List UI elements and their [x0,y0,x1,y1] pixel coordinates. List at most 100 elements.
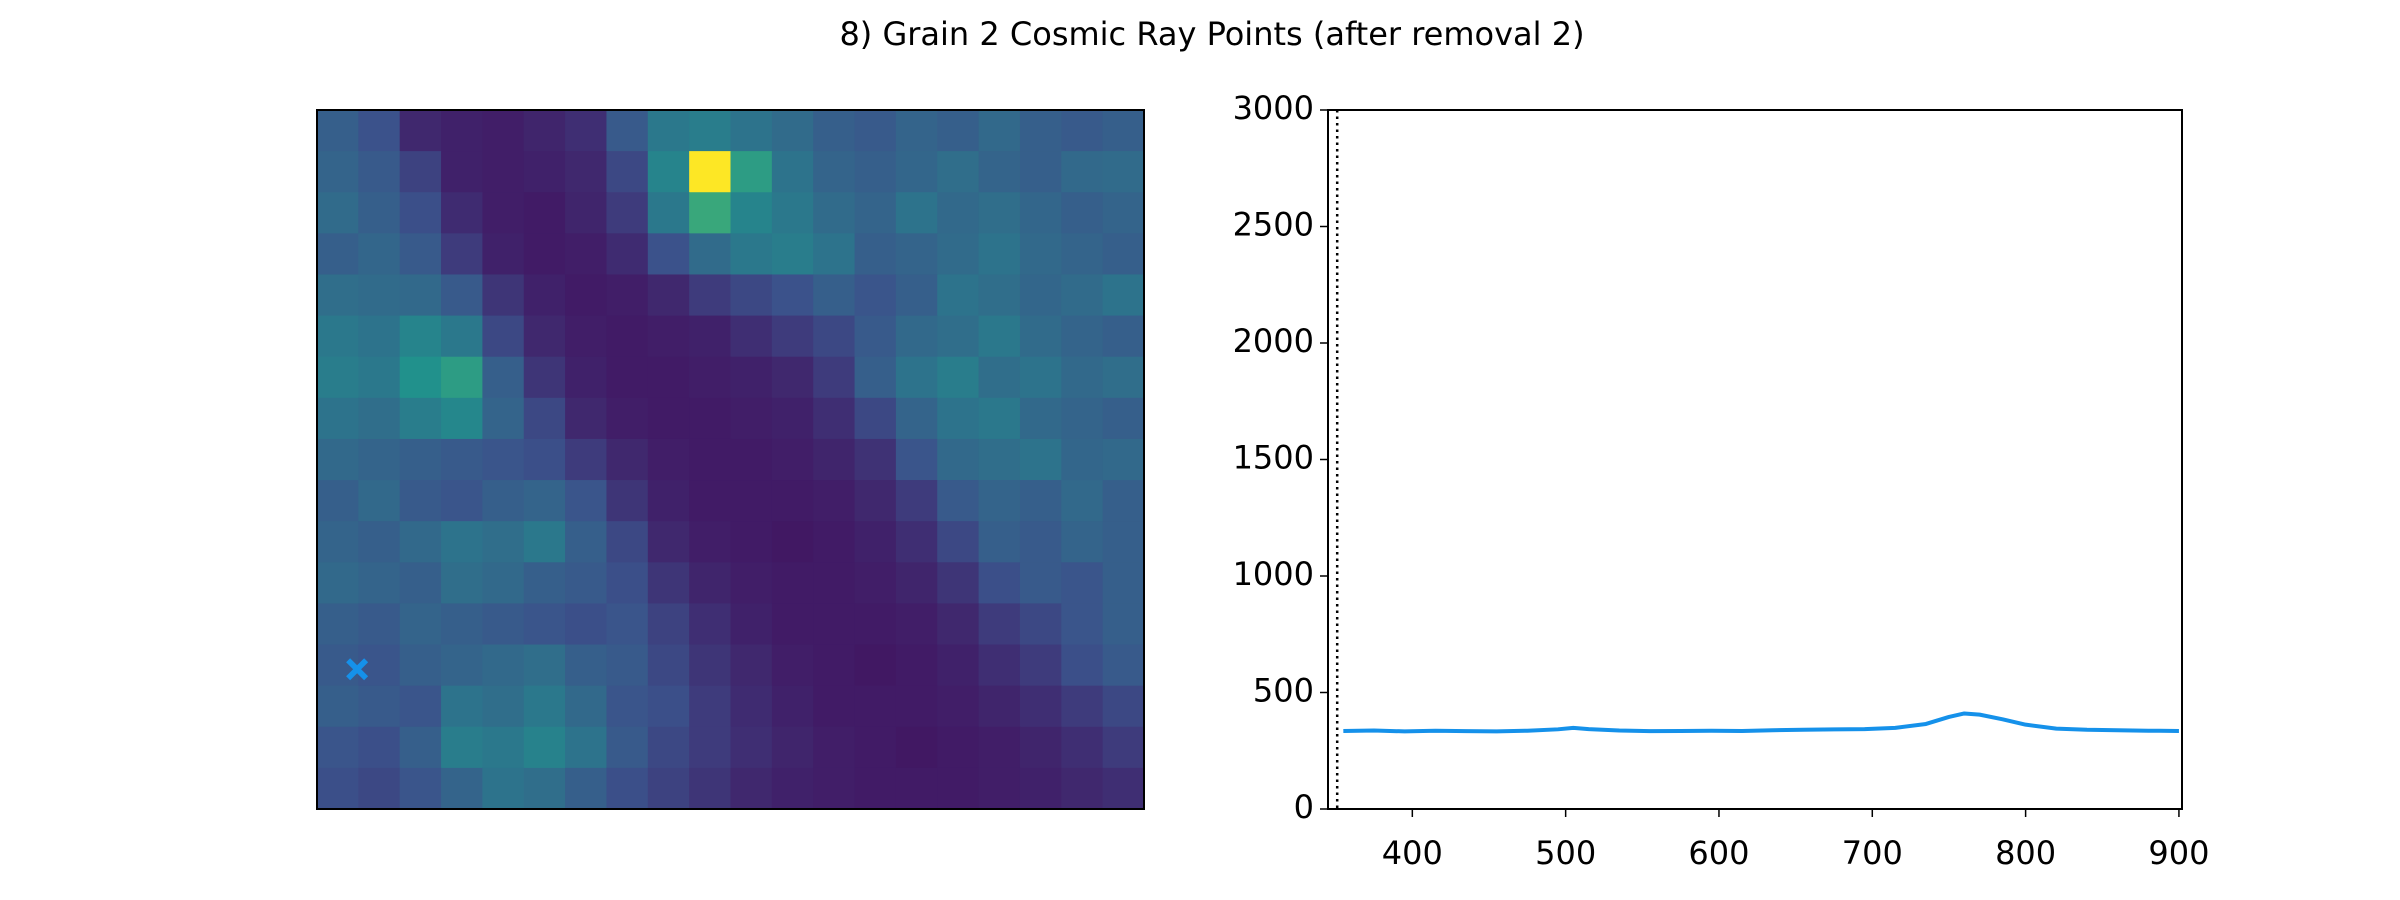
heat-cell [895,521,938,563]
heat-cell [606,726,649,769]
heat-cell [1061,233,1104,276]
heat-cell [441,726,483,769]
heatmap [316,109,1145,810]
heat-cell [565,644,608,687]
heat-cell [937,685,980,728]
heat-cell [771,644,814,687]
heat-cell [771,438,814,481]
heat-cell [317,685,359,728]
heat-cell [813,274,856,317]
heat-cell [771,397,814,440]
heat-cell [771,603,814,646]
heat-cell [647,356,690,399]
heat-cell [441,315,483,358]
heat-cell [1061,110,1104,152]
heat-cell [895,397,938,440]
heat-cell [482,274,525,317]
heat-cell [358,562,401,605]
heat-cell [482,644,525,687]
heat-cell [565,562,608,605]
series-line [1343,711,2179,734]
heat-cell [854,438,897,481]
heat-cell [937,438,980,481]
heat-cell [854,480,897,522]
heat-cell [482,192,525,234]
heat-cell [813,562,856,605]
heat-cell [854,521,897,563]
heat-cell [771,110,814,152]
heat-cell [606,274,649,317]
heat-cell [523,356,566,399]
heat-cell [565,726,608,769]
heat-cell [358,192,401,234]
heat-cell [1102,438,1145,481]
heat-cell [358,151,401,193]
heat-cell [771,767,814,810]
heat-cell [1019,480,1062,522]
heat-cell [1019,110,1062,152]
heat-cell [771,233,814,276]
heat-cell [937,315,980,358]
heat-cell [647,562,690,605]
heat-cell [1019,562,1062,605]
heat-cell [317,603,359,646]
heat-cell [937,562,980,605]
heat-cell [565,521,608,563]
heat-cell [399,356,442,399]
heat-cell [689,685,732,728]
heat-cell [689,603,732,646]
heat-cell [813,192,856,234]
heat-cell [854,151,897,193]
heat-cell [937,603,980,646]
heat-cell [482,233,525,276]
heat-cell [606,192,649,234]
heat-cell [813,521,856,563]
heat-cell [937,521,980,563]
heat-cell [895,110,938,152]
heat-cell [813,397,856,440]
heat-cell [689,767,732,810]
heat-cell [1019,644,1062,687]
y-tick-label: 3000 [1233,89,1314,127]
heat-cell [358,397,401,440]
x-tick-label: 800 [1995,834,2056,872]
heat-cell [771,521,814,563]
heat-cell [358,767,401,810]
y-tick-label: 2500 [1233,206,1314,244]
heat-cell [523,274,566,317]
heat-cell [1019,233,1062,276]
heat-cell [399,192,442,234]
heat-cell [895,603,938,646]
heat-cell [730,480,773,522]
heat-cell [730,603,773,646]
heat-cell [1102,192,1145,234]
heat-cell [895,356,938,399]
heat-cell [854,233,897,276]
heat-cell [689,726,732,769]
heat-cell [1102,603,1145,646]
heat-cell [689,644,732,687]
heat-cell [730,151,773,193]
heat-cell [978,233,1021,276]
heat-cell [689,521,732,563]
x-tick-label: 500 [1535,834,1596,872]
heat-cell [1102,685,1145,728]
heat-cell [647,192,690,234]
figure-title: 8) Grain 2 Cosmic Ray Points (after remo… [839,15,1584,53]
heat-cell [482,562,525,605]
heat-cell [730,315,773,358]
heat-cell [895,726,938,769]
heat-cell [1061,192,1104,234]
heat-cell [937,151,980,193]
heat-cell [317,110,359,152]
heat-cell [565,480,608,522]
y-tick-label: 500 [1253,672,1314,710]
heat-cell [895,685,938,728]
heat-cell [399,726,442,769]
heat-cell [647,644,690,687]
marker [346,658,369,681]
heat-cell [565,110,608,152]
heat-cell [978,562,1021,605]
heat-cell [399,562,442,605]
heat-cell [523,603,566,646]
